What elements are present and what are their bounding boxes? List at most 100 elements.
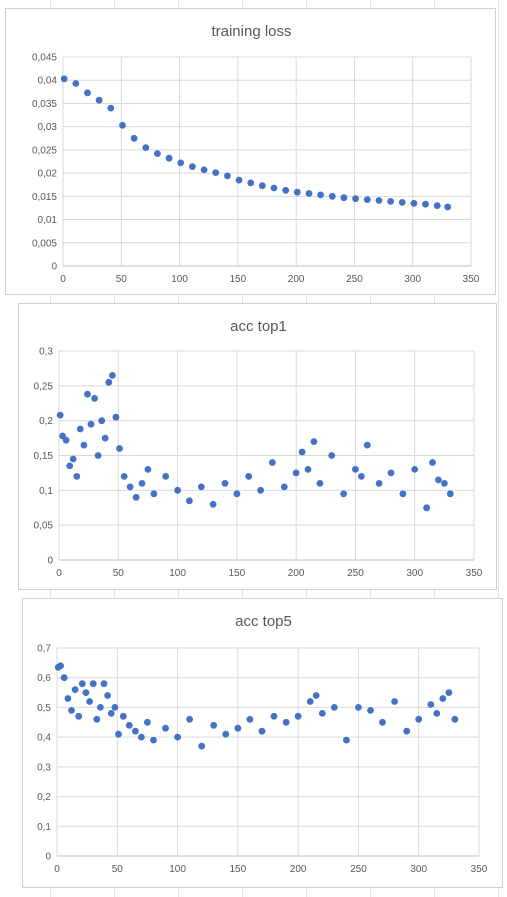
x-tick-label: 200 [290, 864, 307, 875]
data-point [84, 89, 91, 97]
y-tick-label: 0,025 [32, 145, 57, 156]
data-point [174, 486, 182, 494]
data-point [138, 733, 145, 741]
data-point [282, 186, 290, 194]
x-tick-label: 0 [60, 274, 66, 285]
data-point [293, 188, 301, 196]
data-point [174, 733, 182, 741]
x-tick-label: 300 [410, 864, 427, 875]
data-point [403, 727, 411, 735]
y-tick-label: 0,7 [37, 644, 51, 655]
data-point [305, 190, 313, 197]
data-point [340, 194, 348, 202]
data-point [247, 179, 255, 187]
data-point [328, 452, 336, 459]
y-tick-label: 0,1 [37, 822, 51, 833]
data-point [209, 500, 217, 508]
y-tick-label: 0,2 [39, 416, 53, 427]
data-point [221, 480, 229, 487]
x-tick-label: 50 [113, 568, 125, 579]
data-point [71, 686, 79, 693]
data-point [304, 466, 312, 473]
data-point [116, 445, 123, 452]
data-point [245, 473, 253, 480]
data-point [80, 441, 88, 449]
data-point [391, 698, 398, 705]
data-point [358, 473, 365, 480]
data-point [91, 395, 98, 402]
data-point [257, 486, 264, 494]
data-point [310, 438, 318, 445]
data-point [120, 473, 128, 480]
data-point [316, 480, 324, 487]
data-point [224, 172, 231, 180]
data-point [150, 490, 158, 498]
data-point [367, 707, 374, 714]
y-tick-label: 0 [51, 262, 57, 273]
x-tick-label: 250 [346, 274, 363, 285]
data-point [75, 712, 83, 720]
data-point [363, 441, 371, 449]
data-point [328, 192, 336, 200]
data-point [119, 121, 126, 129]
y-tick-label: 0,25 [34, 381, 54, 392]
y-tick-label: 0,035 [32, 99, 57, 110]
data-point [162, 724, 169, 732]
y-tick-label: 0,04 [38, 76, 58, 87]
data-point [233, 490, 241, 498]
data-point [427, 701, 435, 708]
data-point [451, 715, 459, 723]
x-tick-label: 150 [230, 864, 247, 875]
data-point [144, 718, 151, 726]
data-point [435, 476, 442, 484]
data-point [89, 680, 97, 688]
data-point [433, 202, 441, 210]
y-tick-label: 0,1 [39, 486, 53, 497]
data-point [317, 191, 324, 199]
data-point [132, 727, 139, 735]
data-point [78, 680, 86, 688]
data-point [439, 695, 447, 702]
y-tick-label: 0,05 [34, 521, 54, 532]
y-tick-label: 0,02 [38, 169, 58, 180]
data-point [292, 469, 300, 477]
x-tick-label: 350 [466, 568, 483, 579]
x-tick-label: 250 [350, 864, 367, 875]
data-point [162, 473, 170, 480]
data-point [107, 710, 115, 717]
chart-training-loss[interactable]: training loss 0 0,005 0,01 0,015 0,02 0,025 0,0… [5, 8, 496, 295]
data-point [270, 712, 278, 720]
data-point [197, 483, 205, 491]
data-point [177, 159, 185, 167]
data-point [387, 198, 394, 205]
data-point [318, 710, 326, 717]
data-point [69, 455, 77, 463]
chart-acc-top1[interactable]: acc top1 0 0,05 0,1 0,15 0,2 0,25 0,3 0 50 100 150 2… [18, 303, 497, 590]
data-point [101, 434, 109, 442]
x-tick-label: 150 [229, 568, 246, 579]
x-tick-label: 0 [56, 568, 62, 579]
chart-svg-acc-top1: acc top1 0 0,05 0,1 0,15 0,2 0,25 0,3 0 50 100 150 2… [34, 318, 483, 579]
data-point [189, 163, 196, 171]
x-tick-label: 100 [171, 274, 188, 285]
data-point [222, 730, 230, 738]
chart-title: acc top1 [230, 318, 287, 335]
data-point [399, 490, 407, 498]
data-point [234, 724, 242, 732]
data-point [270, 184, 278, 192]
x-tick-label: 100 [169, 568, 186, 579]
data-point [150, 736, 157, 744]
y-tick-label: 0 [45, 852, 51, 863]
data-point [330, 704, 338, 711]
chart-acc-top5[interactable]: acc top5 0 0,1 0,2 0,3 0,4 0,5 0,6 0,7 0 50 100 150 2… [22, 598, 503, 888]
data-point [423, 504, 430, 512]
data-point [198, 742, 206, 750]
data-point [76, 425, 84, 433]
y-tick-label: 0,15 [34, 451, 54, 462]
data-point [107, 104, 115, 112]
y-tick-label: 0,5 [37, 703, 51, 714]
data-point [429, 459, 436, 466]
data-point [444, 203, 452, 211]
x-tick-label: 350 [471, 864, 488, 875]
data-point [352, 466, 359, 473]
